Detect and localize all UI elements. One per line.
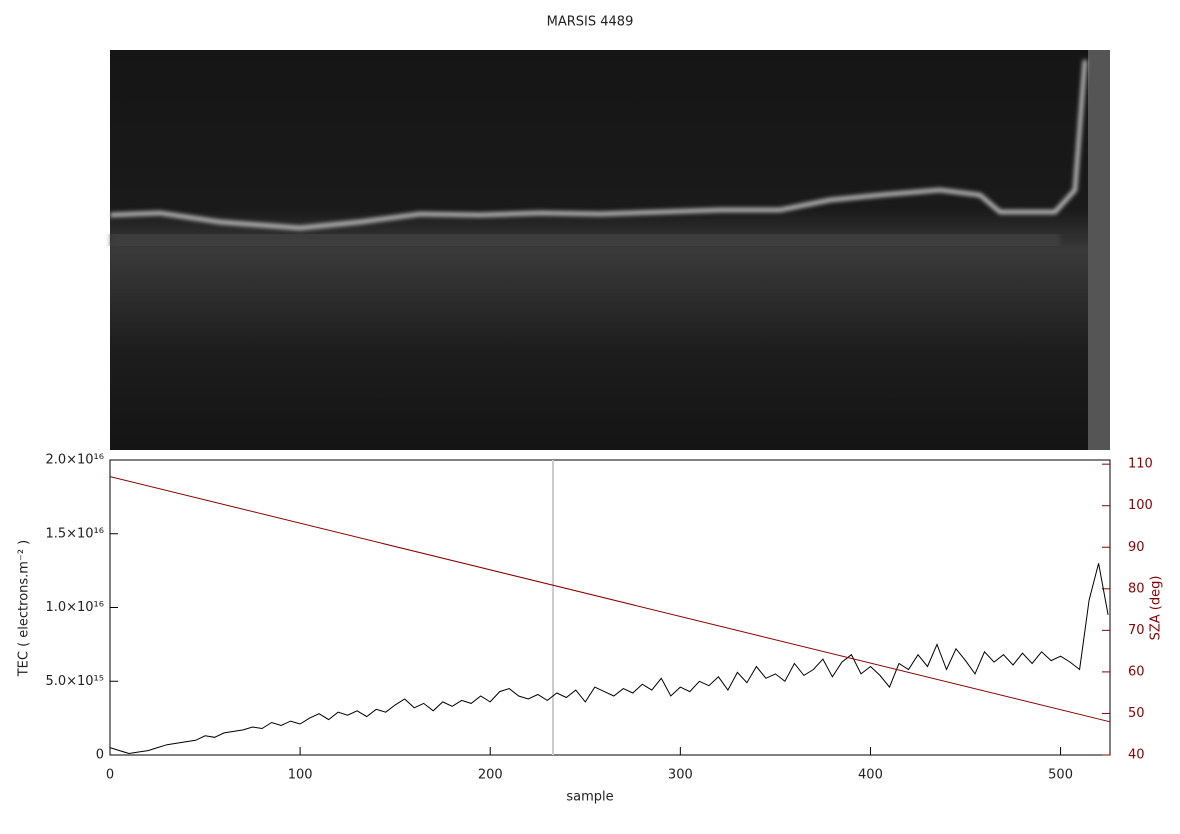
x-tick-label: 100 [288,768,313,783]
y-tick-label: 5.0×10¹⁵ [45,674,104,689]
y-tick-label: 2.0×10¹⁶ [45,453,104,468]
y2-tick-label: 110 [1128,457,1153,472]
y2-tick-label: 80 [1128,581,1145,596]
y-axis-label: TEC ( electrons.m⁻² ) [17,540,32,678]
chart-title: MARSIS 4489 [547,15,634,30]
x-tick-label: 500 [1048,768,1073,783]
y2-tick-label: 50 [1128,706,1145,721]
y-tick-label: 1.5×10¹⁶ [45,526,104,541]
radargram [109,50,1110,450]
y2-axis-label: SZA (deg) [1149,576,1164,641]
y2-tick-label: 100 [1128,498,1153,513]
series-line [109,476,1111,723]
plot-frame [109,459,1111,756]
x-tick-label: 400 [858,768,883,783]
x-tick-label: 200 [478,768,503,783]
y-tick-label: 0 [96,748,104,763]
y2-tick-label: 90 [1128,540,1145,555]
y2-tick-label: 60 [1128,664,1145,679]
y2-tick-label: 40 [1128,748,1145,763]
x-tick-label: 0 [106,768,114,783]
y-tick-label: 1.0×10¹⁶ [45,600,104,615]
x-tick-label: 300 [668,768,693,783]
x-axis-label: sample [566,790,613,805]
y2-tick-label: 70 [1128,623,1145,638]
series-line [109,563,1109,755]
